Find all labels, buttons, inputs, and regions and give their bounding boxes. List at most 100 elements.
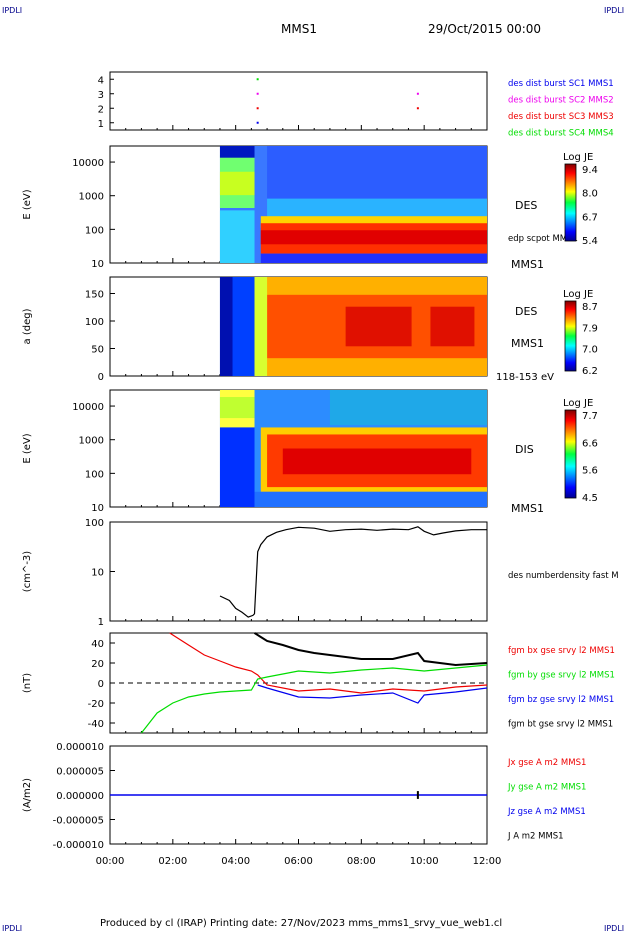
legend-entry: des dist burst SC3 MMS3 xyxy=(508,112,614,122)
legend-entry: des dist burst SC4 MMS4 xyxy=(508,129,614,139)
burst-point xyxy=(416,107,419,110)
y-tick-label: 150 xyxy=(85,290,104,301)
x-tick-label: 00:00 xyxy=(96,856,125,867)
y-tick-label: 100 xyxy=(85,317,104,328)
spectro-band xyxy=(219,210,255,263)
burst-point xyxy=(256,92,259,95)
colorbar-tick-label: 7.9 xyxy=(582,323,598,334)
spectro-band xyxy=(260,253,487,263)
legend-entry: des dist burst SC1 MMS1 xyxy=(508,79,614,89)
spectro-band xyxy=(254,491,487,507)
spectro-band xyxy=(329,390,487,426)
burst-point xyxy=(256,121,259,124)
colorbar-tick-label: 4.5 xyxy=(582,493,598,504)
colorbar-title: Log JE xyxy=(563,152,593,163)
y-tick-label: -0.000005 xyxy=(53,816,104,827)
y-tick-label: 1000 xyxy=(79,192,104,203)
x-tick-label: 10:00 xyxy=(410,856,439,867)
legend-entry: fgm bt gse srvy l2 MMS1 xyxy=(508,720,613,730)
spectro-band xyxy=(219,397,255,419)
field-series xyxy=(253,632,488,667)
colorbar-tick-label: 6.7 xyxy=(582,212,598,223)
plot-date: 29/Oct/2015 00:00 xyxy=(428,22,542,36)
colorbar-tick-label: 5.4 xyxy=(582,236,598,247)
x-tick-label: 06:00 xyxy=(284,856,313,867)
panel-frame xyxy=(109,521,488,622)
side-label: edp scpot MMS1 xyxy=(508,234,578,244)
colorbar-tick-label: 6.2 xyxy=(582,366,598,377)
legend-entry: Jy gse A m2 MMS1 xyxy=(507,783,586,793)
colorbar-tick-label: 8.0 xyxy=(582,189,598,200)
corner-label-bottom-left: IPDLI xyxy=(2,924,23,933)
y-tick-label: 1000 xyxy=(79,436,104,447)
density-series xyxy=(219,526,487,618)
colorbar-tick-label: 9.4 xyxy=(582,165,598,176)
burst-point xyxy=(256,78,259,81)
y-tick-label: 50 xyxy=(91,345,104,356)
legend-entry: des dist burst SC2 MMS2 xyxy=(508,96,614,106)
legend-entry: fgm bx gse srvy l2 MMS1 xyxy=(508,646,615,656)
side-label: DES xyxy=(515,199,537,212)
y-tick-label: 10 xyxy=(91,259,104,270)
footer-credits: Produced by cl (IRAP) Printing date: 27/… xyxy=(100,918,503,929)
spectro-band xyxy=(219,146,255,158)
y-axis-label: (nT) xyxy=(22,673,33,693)
colorbar-tick-label: 5.6 xyxy=(582,466,598,477)
y-axis-label: E (eV) xyxy=(22,433,33,463)
side-label: 118-153 eV xyxy=(496,372,554,383)
colorbar xyxy=(564,163,577,242)
spectro-band xyxy=(219,277,233,376)
spectro-band xyxy=(430,306,475,347)
spectro-band xyxy=(260,216,487,228)
corner-label-top-left: IPDLI xyxy=(2,6,23,15)
burst-point xyxy=(256,107,259,110)
spectro-band xyxy=(254,277,268,376)
x-tick-label: 04:00 xyxy=(221,856,250,867)
y-tick-label: 0.000000 xyxy=(56,791,104,802)
colorbar xyxy=(564,300,577,372)
y-tick-label: 20 xyxy=(91,659,104,670)
legend-entry: fgm bz gse srvy l2 MMS1 xyxy=(508,695,614,705)
field-series xyxy=(140,664,488,734)
colorbar-tick-label: 6.6 xyxy=(582,438,598,449)
y-tick-label: 0 xyxy=(98,679,104,690)
legend-entry: fgm by gse srvy l2 MMS1 xyxy=(508,671,615,681)
spectro-band xyxy=(267,146,487,199)
colorbar-title: Log JE xyxy=(563,289,593,300)
corner-label-bottom-right: IPDLI xyxy=(604,924,625,933)
side-label: DES xyxy=(515,305,537,318)
panel-frame xyxy=(109,71,488,131)
spectrogram-image xyxy=(219,146,488,263)
spacecraft-title: MMS1 xyxy=(281,22,317,36)
legend-entry: des numberdensity fast M xyxy=(508,571,619,581)
y-tick-label: 100 xyxy=(85,469,104,480)
y-tick-label: 4 xyxy=(98,75,104,86)
y-tick-label: 10000 xyxy=(72,402,104,413)
x-tick-label: 12:00 xyxy=(473,856,502,867)
y-tick-label: -20 xyxy=(88,699,104,710)
spectro-band xyxy=(219,427,255,507)
y-tick-label: 10 xyxy=(91,568,104,579)
x-tick-label: 02:00 xyxy=(158,856,187,867)
y-tick-label: 0.000005 xyxy=(56,767,104,778)
y-tick-label: 2 xyxy=(98,104,104,115)
y-tick-label: 1 xyxy=(98,617,104,628)
spectro-band xyxy=(260,230,487,245)
y-tick-label: 10000 xyxy=(72,158,104,169)
side-label: MMS1 xyxy=(511,337,544,350)
y-tick-label: 3 xyxy=(98,90,104,101)
spectrogram-image xyxy=(219,277,487,376)
spectro-band xyxy=(219,171,255,196)
side-label: MMS1 xyxy=(511,258,544,271)
legend-entry: Jx gse A m2 MMS1 xyxy=(507,758,586,768)
spectro-band xyxy=(345,306,412,347)
field-series xyxy=(169,632,488,694)
y-axis-label: (A/m2) xyxy=(22,778,33,812)
y-tick-label: -0.000010 xyxy=(53,840,104,851)
y-tick-label: -40 xyxy=(88,719,104,730)
y-axis-label: a (deg) xyxy=(22,308,33,344)
side-label: DIS xyxy=(515,443,534,456)
spectro-band xyxy=(282,448,472,475)
legend-entry: Jz gse A m2 MMS1 xyxy=(507,807,586,817)
